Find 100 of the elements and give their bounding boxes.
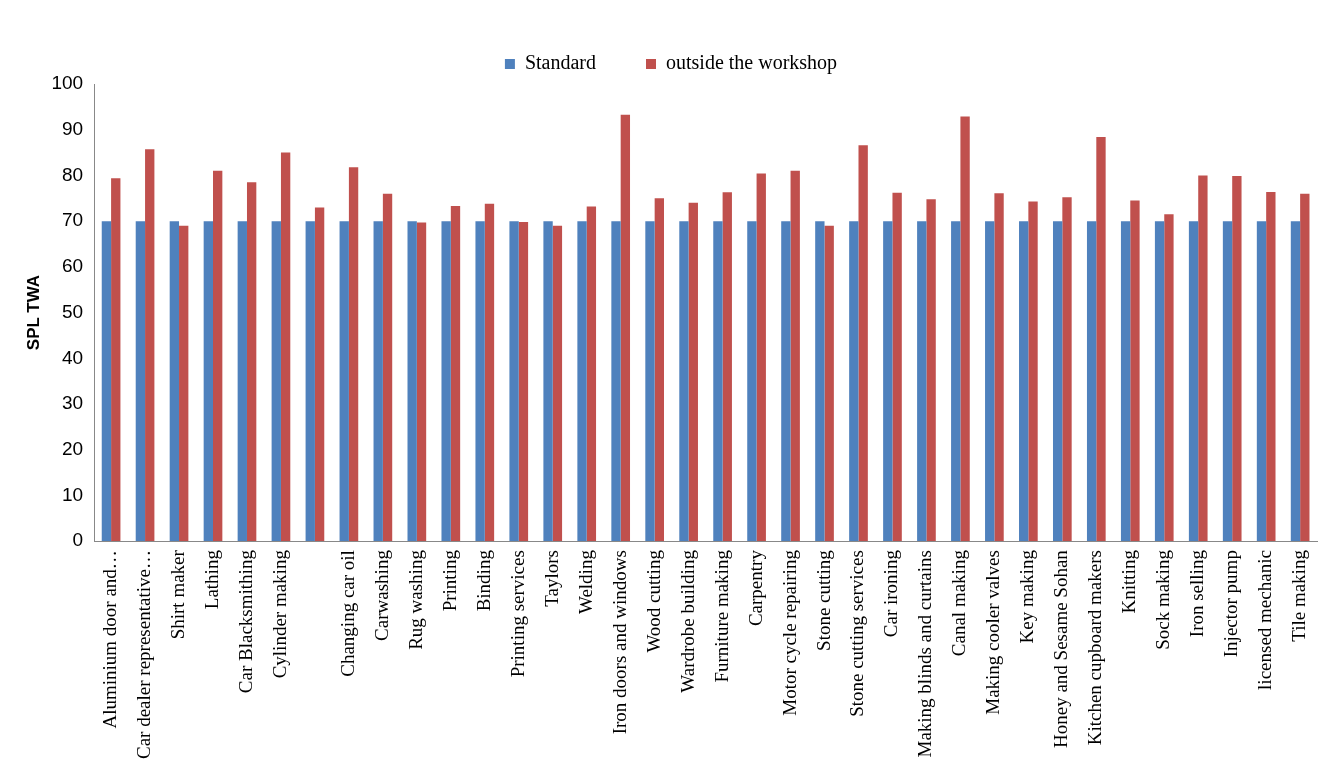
y-axis-title: SPL TWA <box>23 274 43 351</box>
bar <box>722 192 732 542</box>
x-tick-label: Stone cutting <box>812 549 834 651</box>
bar <box>1096 137 1106 542</box>
x-tick-label: Stone cutting services <box>846 550 868 717</box>
bar <box>654 198 664 542</box>
bar <box>1222 221 1233 542</box>
x-tick-label: Knitting <box>1118 549 1140 614</box>
bar <box>951 221 961 542</box>
x-tick-label: Carpentry <box>744 549 766 627</box>
bar <box>450 206 461 542</box>
y-tick-label: 70 <box>61 209 84 231</box>
x-tick-label: Furniture making <box>710 549 732 683</box>
bar <box>1188 221 1199 542</box>
x-tick-label: Key making <box>1016 549 1038 644</box>
bar <box>1300 193 1310 542</box>
bar <box>781 221 791 542</box>
bar <box>679 221 689 542</box>
bar <box>305 221 315 542</box>
bar <box>518 222 529 542</box>
bar <box>1052 221 1063 542</box>
bar <box>145 149 155 542</box>
bar <box>271 221 281 542</box>
x-tick-label: Printing services <box>506 550 528 678</box>
bar <box>1086 221 1097 542</box>
bar <box>213 170 223 542</box>
bar <box>382 193 393 542</box>
x-tick-label: Aluminium door and… <box>99 550 121 729</box>
bar <box>917 221 927 542</box>
x-tick-label: licensed mechanic <box>1254 550 1276 690</box>
bar <box>960 116 970 542</box>
x-tick-label: Cylinder making <box>268 549 290 679</box>
bar <box>509 221 519 542</box>
bar <box>543 221 553 542</box>
bar <box>577 221 587 542</box>
bar <box>747 221 757 542</box>
x-tick-label: Wardrobe building <box>676 549 698 693</box>
y-tick-label: 10 <box>61 483 84 505</box>
bar <box>713 221 723 542</box>
bar <box>1266 191 1276 542</box>
x-tick-label: Tile making <box>1288 549 1310 642</box>
x-tick-label: Car Blacksmithing <box>234 549 256 694</box>
bar <box>179 225 189 542</box>
x-tick-label: Making blinds and curtains <box>914 550 936 758</box>
bar <box>1028 201 1038 542</box>
bar <box>441 221 451 542</box>
bar <box>892 192 902 542</box>
bar <box>1154 221 1165 542</box>
x-tick-label: Car ironing <box>880 549 902 638</box>
x-tick-label: Car dealer representative… <box>133 550 155 759</box>
y-tick-label: 60 <box>61 255 84 277</box>
bar <box>314 207 325 542</box>
x-tick-label: Binding <box>472 549 494 612</box>
legend-label: outside the workshop <box>666 51 838 75</box>
bar <box>994 193 1004 542</box>
x-tick-label: Taylors <box>540 550 562 607</box>
legend-label: Standard <box>524 51 596 74</box>
bar <box>552 225 563 542</box>
bar <box>586 206 597 542</box>
x-tick-label: Wood cutting <box>642 549 664 653</box>
bar <box>824 225 834 542</box>
bar <box>688 202 698 542</box>
bar <box>645 221 655 542</box>
x-tick-label: Kitchen cupboard makers <box>1084 550 1106 746</box>
bar <box>339 221 349 542</box>
bar <box>849 221 859 542</box>
x-tick-label: Motor cycle repairing <box>778 549 800 716</box>
bar <box>237 221 247 542</box>
bar <box>348 167 359 542</box>
x-tick-label: Honey and Sesame Sohan <box>1050 549 1072 748</box>
x-tick-label: Canal making <box>948 549 970 657</box>
bar <box>101 221 112 542</box>
y-tick-label: 30 <box>61 392 84 414</box>
x-tick-label: Changing car oil <box>336 550 358 677</box>
y-tick-label: 100 <box>51 72 84 94</box>
bar <box>1062 197 1072 542</box>
y-tick-label: 40 <box>61 346 84 368</box>
bar <box>883 221 893 542</box>
bar <box>985 221 995 542</box>
x-tick-label: Iron selling <box>1186 549 1208 638</box>
bar <box>475 221 485 542</box>
x-tick-label: Printing <box>438 549 460 612</box>
bar <box>135 221 146 542</box>
x-tick-label: Lathing <box>200 549 222 610</box>
bar <box>790 170 800 542</box>
bar <box>1198 175 1208 542</box>
bar <box>1164 214 1174 542</box>
x-tick-label: Shirt maker <box>167 549 189 640</box>
bar <box>280 152 291 542</box>
y-tick-label: 20 <box>61 437 84 459</box>
bar <box>620 114 631 542</box>
x-tick-label: Carwashing <box>370 549 392 641</box>
x-tick-label: Making cooler valves <box>982 550 1004 715</box>
x-tick-label: Sock making <box>1152 549 1174 650</box>
y-tick-label: 90 <box>61 117 84 139</box>
x-tick-label: Welding <box>574 549 596 615</box>
bar <box>407 221 417 542</box>
bar <box>169 221 180 542</box>
bar <box>484 203 495 542</box>
y-tick-label: 50 <box>61 300 84 322</box>
